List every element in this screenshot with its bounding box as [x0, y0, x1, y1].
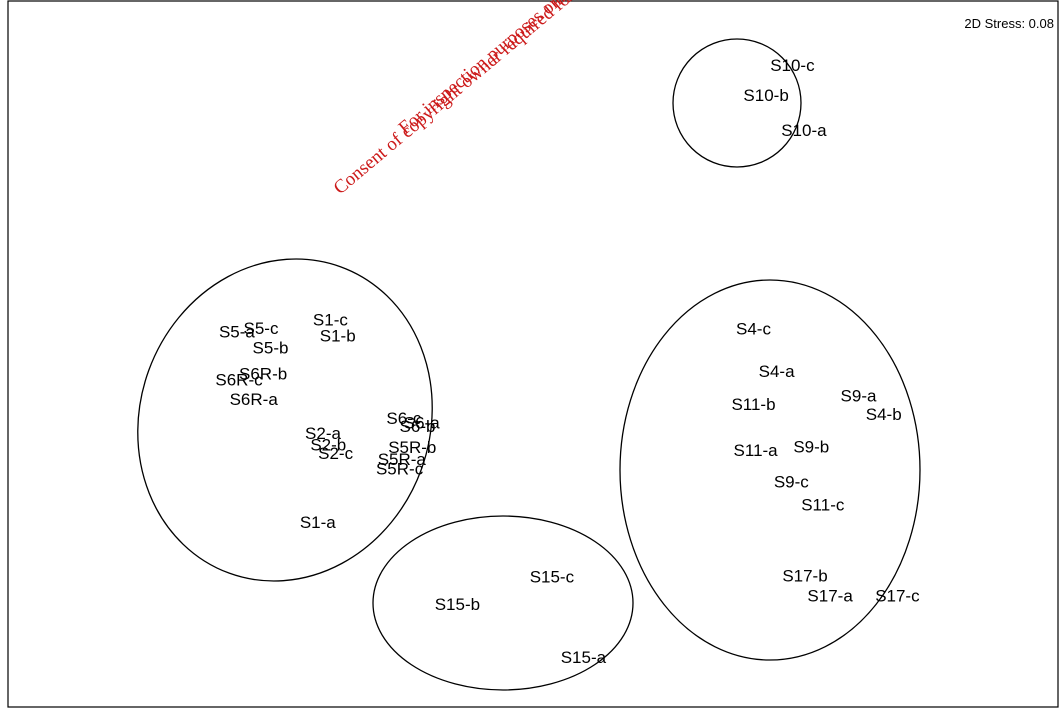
- watermark: For inspection purposes only. Consent of…: [330, 0, 664, 199]
- point-label-s1-c: S1-c: [313, 310, 348, 329]
- plot-frame: [7, 0, 1059, 708]
- point-label-s17-b: S17-b: [782, 567, 827, 586]
- point-label-s5-b: S5-b: [253, 339, 289, 358]
- point-label-s2-c: S2-c: [318, 444, 353, 463]
- cluster-ellipses: [137, 38, 921, 691]
- cluster-ellipse-s10: [672, 38, 802, 168]
- point-labels: S10-c S10-b S10-a S5-cS5-aS5-b S1-cS1-b S6R-b…: [215, 56, 920, 667]
- point-label-s1-a: S1-a: [300, 513, 336, 532]
- point-label-s5r-c: S5R-c: [376, 459, 424, 478]
- point-label-s9-c: S9-c: [774, 473, 809, 492]
- point-label-s10-c: S10-c: [770, 56, 815, 75]
- point-label-s5r-a: S5R-a: [378, 450, 427, 469]
- point-label-s15-c: S15-c: [530, 567, 575, 586]
- point-label-s6-c: S6-c: [386, 409, 421, 428]
- point-label-s17-c: S17-c: [875, 586, 920, 605]
- point-label-s5r-b: S5R-b: [388, 438, 436, 457]
- cluster-ellipse-s15: [372, 515, 634, 691]
- point-label-s10-a: S10-a: [781, 121, 827, 140]
- point-label-s5-a: S5-a: [219, 322, 255, 341]
- watermark-line-2: Consent of copyright owner required for …: [330, 0, 664, 199]
- point-label-s15-b: S15-b: [435, 595, 480, 614]
- cluster-ellipse-left: [137, 258, 433, 582]
- point-label-s4-a: S4-a: [759, 362, 795, 381]
- point-label-s4-b: S4-b: [866, 405, 902, 424]
- point-label-s15-a: S15-a: [561, 648, 607, 667]
- point-label-s9-b: S9-b: [793, 437, 829, 456]
- point-label-s6r-a: S6R-a: [230, 390, 279, 409]
- point-label-s5-c: S5-c: [244, 319, 279, 338]
- stress-label: 2D Stress: 0.08: [964, 16, 1054, 31]
- point-label-s6-b: S6-b: [400, 417, 436, 436]
- point-label-s4-c: S4-c: [736, 319, 771, 338]
- point-label-s17-a: S17-a: [807, 586, 853, 605]
- point-label-s11-b: S11-b: [731, 395, 775, 414]
- point-label-s9-a: S9-a: [841, 387, 877, 406]
- point-label-s2-b: S2-b: [310, 435, 346, 454]
- point-label-s6-a: S6-a: [404, 413, 440, 432]
- point-label-s11-c: S11-c: [801, 495, 845, 514]
- point-label-s6r-c: S6R-c: [215, 370, 263, 389]
- point-label-s6r-b: S6R-b: [239, 365, 287, 384]
- point-label-s11-a: S11-a: [734, 441, 779, 460]
- point-label-s1-b: S1-b: [320, 327, 356, 346]
- cluster-ellipse-right: [619, 279, 921, 661]
- point-label-s10-b: S10-b: [743, 86, 788, 105]
- point-label-s2-a: S2-a: [305, 424, 341, 443]
